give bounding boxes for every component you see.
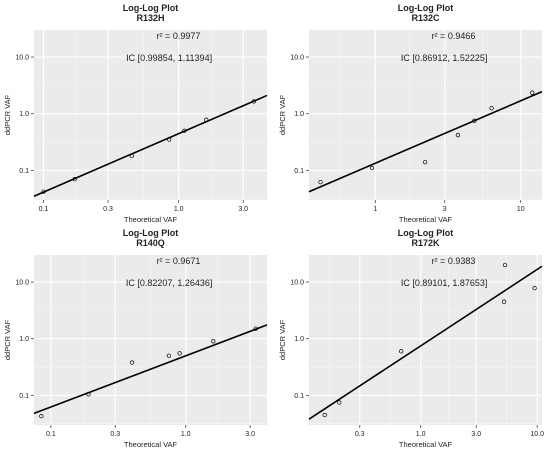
chart-title: Log-Log Plot bbox=[398, 228, 453, 238]
y-axis-label: ddPCR VAF bbox=[278, 94, 287, 135]
panel-r132h: Log-Log Plot R132H 0.1 0.3 1.0 3.0 0.1 1.0 10.0 r… bbox=[0, 0, 275, 225]
data-point bbox=[472, 118, 477, 123]
data-point bbox=[322, 412, 327, 418]
y-tick-label: 0.1 bbox=[19, 393, 29, 400]
y-tick-label: 0.1 bbox=[19, 168, 29, 175]
data-point bbox=[177, 351, 182, 356]
data-point bbox=[530, 90, 535, 95]
data-point bbox=[72, 176, 77, 182]
x-tick-label: 1.0 bbox=[174, 206, 184, 213]
plot-background bbox=[309, 255, 542, 425]
y-axis-label: ddPCR VAF bbox=[3, 94, 12, 135]
x-tick-label: 0.1 bbox=[39, 206, 49, 213]
data-point bbox=[204, 117, 209, 122]
x-tick-label: 0.1 bbox=[46, 431, 56, 438]
panel-r132c: Log-Log Plot R132C 1 3 10 0.1 1.0 10.0 r² = 0.94… bbox=[275, 0, 550, 225]
y-tick-label: 1.0 bbox=[19, 336, 29, 343]
chart-title: Log-Log Plot bbox=[398, 3, 453, 13]
data-point bbox=[129, 153, 134, 159]
data-point bbox=[337, 400, 342, 405]
r2-annotation: r² = 0.9383 bbox=[432, 256, 476, 266]
ic-annotation: IC [0.86912, 1.52225] bbox=[401, 53, 488, 63]
chart-subtitle: R132C bbox=[411, 13, 440, 23]
data-point bbox=[369, 165, 375, 171]
chart-title: Log-Log Plot bbox=[123, 228, 178, 238]
chart-subtitle: R140Q bbox=[136, 238, 165, 248]
x-axis-label: Theoretical VAF bbox=[399, 215, 453, 224]
y-tick-label: 10.0 bbox=[15, 280, 29, 287]
data-point bbox=[39, 413, 44, 419]
y-tick-label: 10.0 bbox=[290, 280, 304, 287]
x-axis-label: Theoretical VAF bbox=[124, 440, 178, 449]
x-tick-label: 1 bbox=[373, 206, 377, 213]
data-point bbox=[41, 189, 46, 194]
x-tick-label: 10.0 bbox=[530, 431, 544, 438]
x-tick-label: 3.0 bbox=[471, 431, 481, 438]
x-tick-label: 0.3 bbox=[110, 431, 120, 438]
ic-annotation: IC [0.89101, 1.87653] bbox=[401, 278, 488, 288]
data-point bbox=[422, 159, 428, 165]
x-tick-label: 1.0 bbox=[181, 431, 191, 438]
ic-annotation: IC [0.82207, 1.26436] bbox=[126, 278, 213, 288]
fit-line bbox=[308, 265, 543, 420]
fit-line bbox=[33, 324, 268, 415]
x-tick-label: 3.0 bbox=[238, 206, 248, 213]
panel-r172k: Log-Log Plot R172K 0.3 1.0 3.0 10.0 0.1 1.0 10.0… bbox=[275, 225, 550, 450]
data-point bbox=[253, 326, 258, 331]
data-point bbox=[318, 179, 323, 185]
panel-r140q: Log-Log Plot R140Q 0.1 0.3 1.0 3.0 0.1 1.0 10.0 r… bbox=[0, 225, 275, 450]
data-point bbox=[502, 262, 508, 268]
x-axis-label: Theoretical VAF bbox=[124, 215, 178, 224]
y-tick-label: 1.0 bbox=[294, 111, 304, 118]
y-axis-label: ddPCR VAF bbox=[278, 319, 287, 360]
x-tick-label: 3.0 bbox=[245, 431, 255, 438]
data-point bbox=[455, 132, 461, 138]
chart-subtitle: R172K bbox=[411, 238, 440, 248]
data-point bbox=[532, 286, 537, 291]
x-tick-label: 10 bbox=[517, 206, 525, 213]
r2-annotation: r² = 0.9466 bbox=[432, 31, 476, 41]
data-point bbox=[129, 360, 135, 365]
data-point bbox=[86, 392, 91, 397]
y-tick-label: 1.0 bbox=[19, 111, 29, 118]
x-tick-label: 0.3 bbox=[103, 206, 113, 213]
data-point bbox=[167, 137, 172, 142]
chart-title: Log-Log Plot bbox=[123, 3, 178, 13]
chart-subtitle: R132H bbox=[136, 13, 164, 23]
y-tick-label: 1.0 bbox=[294, 336, 304, 343]
data-point bbox=[489, 106, 494, 111]
plot-background bbox=[309, 30, 542, 200]
plot-background bbox=[34, 30, 267, 200]
y-tick-label: 10.0 bbox=[290, 55, 304, 62]
data-point bbox=[182, 128, 187, 133]
data-point bbox=[211, 339, 216, 344]
r2-annotation: r² = 0.9977 bbox=[157, 31, 201, 41]
x-tick-label: 0.3 bbox=[355, 431, 365, 438]
y-axis-label: ddPCR VAF bbox=[3, 319, 12, 360]
data-point bbox=[166, 353, 172, 358]
y-tick-label: 10.0 bbox=[15, 55, 29, 62]
x-tick-label: 1.0 bbox=[416, 431, 426, 438]
y-tick-label: 0.1 bbox=[294, 393, 304, 400]
fit-line bbox=[308, 90, 543, 193]
y-tick-label: 0.1 bbox=[294, 168, 304, 175]
x-axis-label: Theoretical VAF bbox=[399, 440, 453, 449]
r2-annotation: r² = 0.9671 bbox=[157, 256, 201, 266]
x-tick-label: 3 bbox=[443, 206, 447, 213]
data-point bbox=[501, 299, 507, 304]
data-point bbox=[399, 349, 404, 354]
ic-annotation: IC [0.99854, 1.11394] bbox=[126, 53, 212, 63]
data-point bbox=[251, 99, 257, 104]
